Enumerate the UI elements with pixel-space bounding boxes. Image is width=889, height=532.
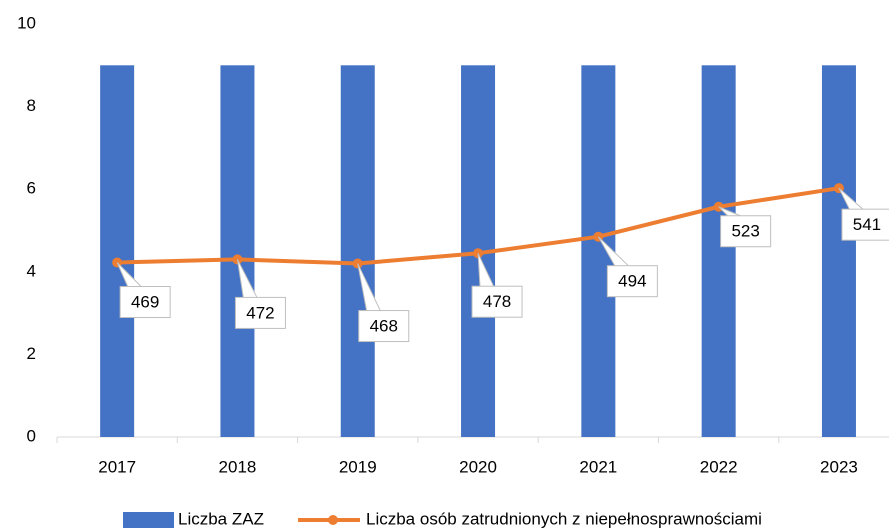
data-label: 478: [483, 292, 511, 311]
y-tick-label: 0: [27, 426, 36, 445]
bar: [340, 65, 375, 438]
bar: [100, 65, 135, 438]
y-tick-label: 4: [27, 261, 36, 280]
y-tick-label: 8: [27, 96, 36, 115]
y-tick-label: 6: [27, 179, 36, 198]
callout-box: [841, 208, 889, 241]
callout-box: [720, 215, 772, 248]
data-label: 468: [370, 317, 398, 336]
callout-box: [471, 285, 523, 318]
x-tick-label: 2023: [820, 457, 858, 476]
x-tick-label: 2019: [339, 457, 377, 476]
data-label: 472: [246, 303, 274, 322]
x-tick-label: 2017: [98, 457, 136, 476]
callout-box: [234, 296, 286, 329]
legend-swatch: [123, 512, 174, 528]
x-tick-label: 2022: [700, 457, 738, 476]
y-tick-label: 10: [17, 13, 36, 32]
bar: [821, 65, 856, 438]
bar: [701, 65, 736, 438]
legend-marker: [328, 515, 338, 525]
y-tick-label: 2: [27, 344, 36, 363]
x-tick-label: 2018: [219, 457, 257, 476]
data-label: 541: [853, 215, 881, 234]
data-label: 523: [731, 222, 759, 241]
x-tick-label: 2021: [579, 457, 617, 476]
x-tick-label: 2020: [459, 457, 497, 476]
callout-box: [358, 310, 410, 343]
data-label: 494: [618, 272, 646, 291]
callout-box: [606, 265, 658, 298]
data-label: 469: [131, 292, 159, 311]
legend-label: Liczba osób zatrudnionych z niepełnospra…: [366, 509, 762, 528]
callout-box: [119, 286, 171, 319]
bar: [220, 65, 255, 438]
legend-label: Liczba ZAZ: [178, 509, 264, 528]
